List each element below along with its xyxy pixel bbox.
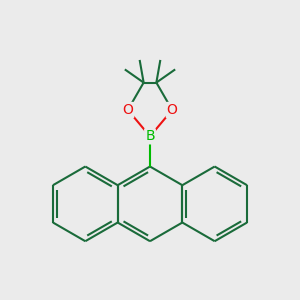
Text: B: B [145, 129, 155, 143]
Text: O: O [122, 103, 133, 117]
Text: O: O [167, 103, 178, 117]
